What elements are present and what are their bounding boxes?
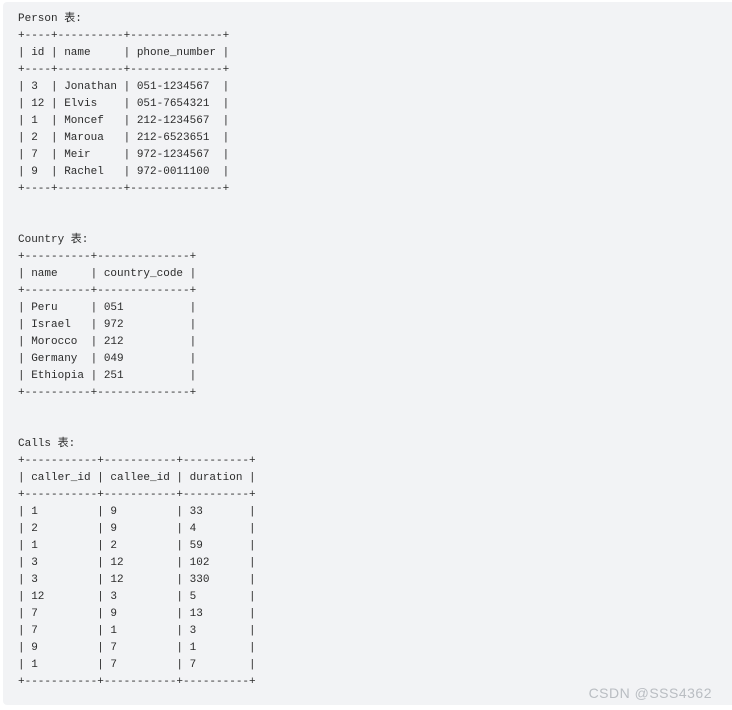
ascii-sql-tables: Person 表: +----+----------+-------------… — [18, 13, 256, 688]
csdn-watermark: CSDN @SSS4362 — [588, 685, 712, 701]
code-block: Person 表: +----+----------+-------------… — [3, 2, 732, 705]
